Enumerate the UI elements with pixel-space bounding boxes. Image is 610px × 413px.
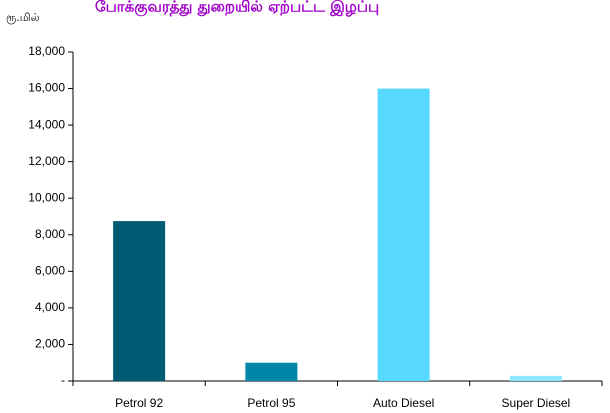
- x-category-label: Auto Diesel: [373, 396, 434, 410]
- y-tick-label: 6,000: [35, 264, 65, 278]
- x-category-label: Petrol 92: [115, 396, 163, 410]
- bar: [245, 362, 298, 381]
- y-tick-label: 2,000: [35, 337, 65, 351]
- plot-area: - 2,000 4,000 6,000 8,000 10,000 12,000 14,000 1…: [28, 44, 603, 410]
- x-category-label: Super Diesel: [502, 396, 571, 410]
- y-tick-label: 18,000: [28, 44, 65, 58]
- y-tick-label: 10,000: [28, 190, 65, 204]
- y-axis-unit-label: ரூ.மில்: [6, 11, 40, 24]
- y-tick-label: 4,000: [35, 300, 65, 314]
- y-tick-label: -: [61, 373, 65, 387]
- x-category-label: Petrol 95: [247, 396, 295, 410]
- y-tick-label: 8,000: [35, 227, 65, 241]
- bar: [377, 88, 430, 382]
- y-tick-label: 12,000: [28, 154, 65, 168]
- bar: [509, 375, 562, 381]
- y-tick-label: 14,000: [28, 117, 65, 131]
- chart-title: போக்குவரத்து துறையில் ஏற்பட்ட இழப்பு: [95, 0, 379, 17]
- bar: [113, 221, 166, 381]
- y-tick-label: 16,000: [28, 81, 65, 95]
